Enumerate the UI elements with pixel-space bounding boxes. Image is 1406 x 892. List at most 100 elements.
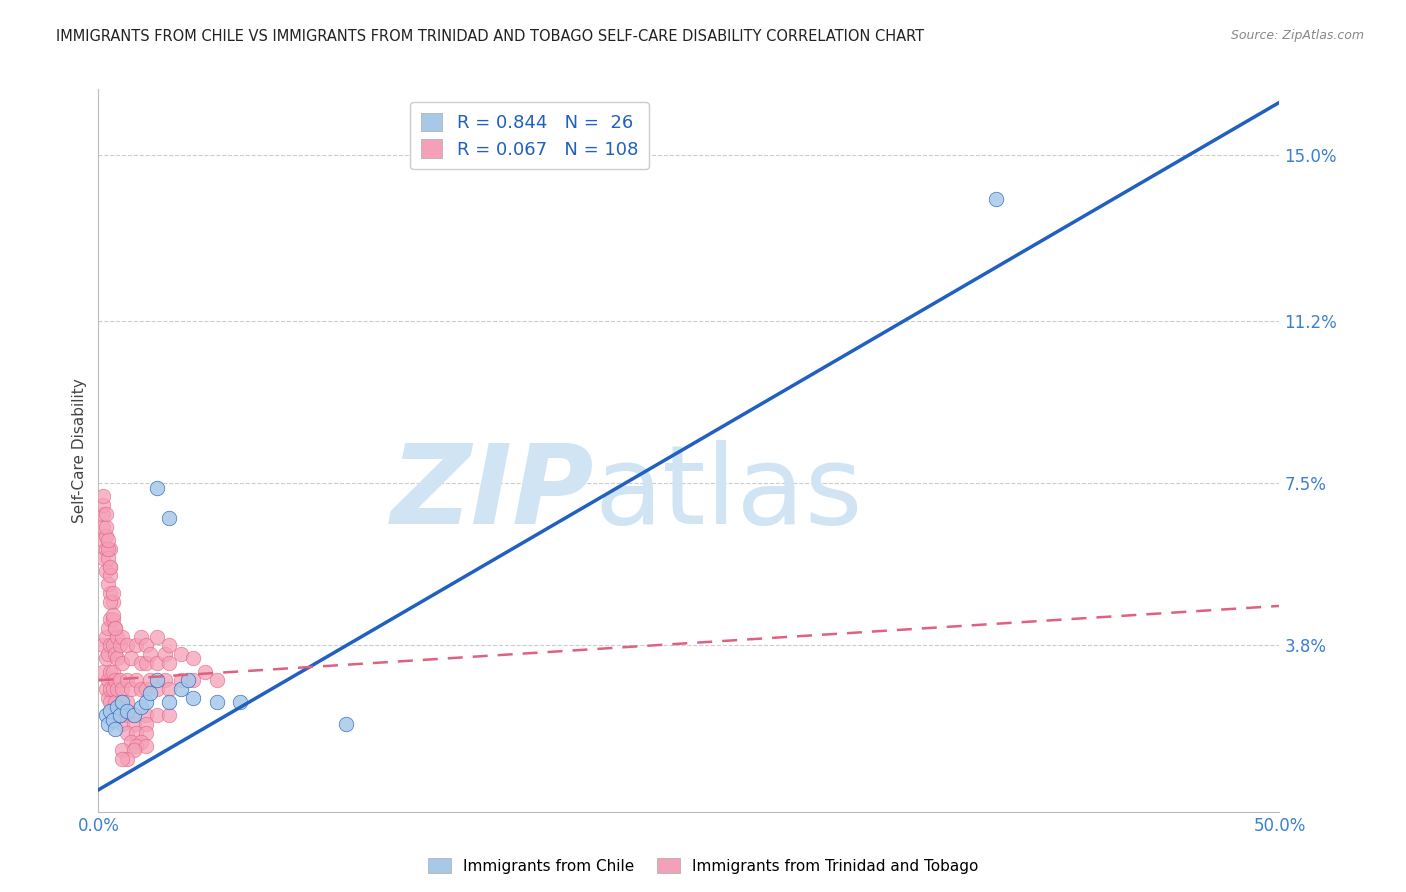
Text: Source: ZipAtlas.com: Source: ZipAtlas.com bbox=[1230, 29, 1364, 42]
Point bbox=[98, 594, 121, 608]
Point bbox=[111, 656, 134, 670]
Legend: R = 0.844   N =  26, R = 0.067   N = 108: R = 0.844 N = 26, R = 0.067 N = 108 bbox=[411, 102, 650, 169]
Point bbox=[205, 695, 228, 709]
Point bbox=[135, 708, 157, 723]
Point bbox=[91, 665, 114, 679]
Point bbox=[177, 673, 200, 688]
Point bbox=[101, 612, 124, 626]
Point bbox=[205, 673, 228, 688]
Point bbox=[139, 673, 162, 688]
Point bbox=[94, 630, 117, 644]
Point bbox=[121, 651, 143, 665]
Point bbox=[98, 695, 121, 709]
Y-axis label: Self-Care Disability: Self-Care Disability bbox=[72, 378, 87, 523]
Point bbox=[181, 673, 204, 688]
Point bbox=[157, 708, 180, 723]
Point bbox=[101, 638, 124, 652]
Point bbox=[125, 726, 148, 740]
Point bbox=[157, 695, 180, 709]
Point bbox=[101, 665, 124, 679]
Point bbox=[91, 520, 114, 534]
Point bbox=[111, 682, 134, 697]
Point bbox=[97, 717, 120, 731]
Point bbox=[97, 533, 120, 548]
Point bbox=[153, 673, 176, 688]
Point bbox=[157, 511, 180, 525]
Point bbox=[194, 665, 217, 679]
Point bbox=[135, 682, 157, 697]
Point bbox=[153, 647, 176, 661]
Point bbox=[125, 638, 148, 652]
Point bbox=[101, 594, 124, 608]
Point bbox=[104, 647, 127, 661]
Point bbox=[94, 529, 117, 543]
Point bbox=[129, 734, 152, 748]
Point bbox=[101, 713, 124, 727]
Point bbox=[122, 708, 145, 723]
Point bbox=[135, 638, 157, 652]
Point bbox=[105, 699, 128, 714]
Point bbox=[97, 621, 120, 635]
Point bbox=[125, 673, 148, 688]
Point bbox=[146, 481, 169, 495]
Point bbox=[146, 682, 169, 697]
Point bbox=[108, 708, 131, 723]
Point bbox=[129, 630, 152, 644]
Point bbox=[94, 708, 117, 723]
Point bbox=[105, 708, 128, 723]
Point bbox=[146, 673, 169, 688]
Point bbox=[115, 695, 138, 709]
Point bbox=[181, 651, 204, 665]
Point bbox=[104, 722, 127, 736]
Point bbox=[98, 612, 121, 626]
Point bbox=[98, 559, 121, 574]
Point bbox=[121, 734, 143, 748]
Point bbox=[91, 550, 114, 565]
Point bbox=[111, 630, 134, 644]
Point bbox=[181, 690, 204, 705]
Point bbox=[98, 541, 121, 556]
Point bbox=[115, 638, 138, 652]
Point bbox=[146, 656, 169, 670]
Point bbox=[157, 656, 180, 670]
Point bbox=[97, 647, 120, 661]
Point bbox=[105, 630, 128, 644]
Point bbox=[111, 717, 134, 731]
Point bbox=[104, 621, 127, 635]
Point bbox=[98, 568, 121, 582]
Point bbox=[98, 638, 121, 652]
Point bbox=[104, 621, 127, 635]
Point bbox=[108, 673, 131, 688]
Point bbox=[122, 743, 145, 757]
Point bbox=[94, 564, 117, 578]
Text: atlas: atlas bbox=[595, 441, 863, 548]
Point bbox=[111, 752, 134, 766]
Point bbox=[170, 647, 193, 661]
Point bbox=[115, 673, 138, 688]
Point bbox=[105, 682, 128, 697]
Point bbox=[229, 695, 252, 709]
Point bbox=[101, 607, 124, 622]
Point bbox=[98, 586, 121, 600]
Text: IMMIGRANTS FROM CHILE VS IMMIGRANTS FROM TRINIDAD AND TOBAGO SELF-CARE DISABILIT: IMMIGRANTS FROM CHILE VS IMMIGRANTS FROM… bbox=[56, 29, 924, 44]
Point bbox=[984, 192, 1007, 206]
Point bbox=[135, 717, 157, 731]
Point bbox=[335, 717, 357, 731]
Point bbox=[97, 541, 120, 556]
Point bbox=[139, 686, 162, 700]
Point bbox=[111, 708, 134, 723]
Point bbox=[111, 695, 134, 709]
Point bbox=[91, 533, 114, 548]
Point bbox=[91, 498, 114, 512]
Point bbox=[104, 695, 127, 709]
Point bbox=[146, 708, 169, 723]
Point bbox=[94, 507, 117, 521]
Point bbox=[135, 656, 157, 670]
Point bbox=[111, 695, 134, 709]
Point bbox=[115, 752, 138, 766]
Point bbox=[108, 708, 131, 723]
Point bbox=[94, 520, 117, 534]
Point bbox=[101, 586, 124, 600]
Point bbox=[121, 682, 143, 697]
Point bbox=[91, 638, 114, 652]
